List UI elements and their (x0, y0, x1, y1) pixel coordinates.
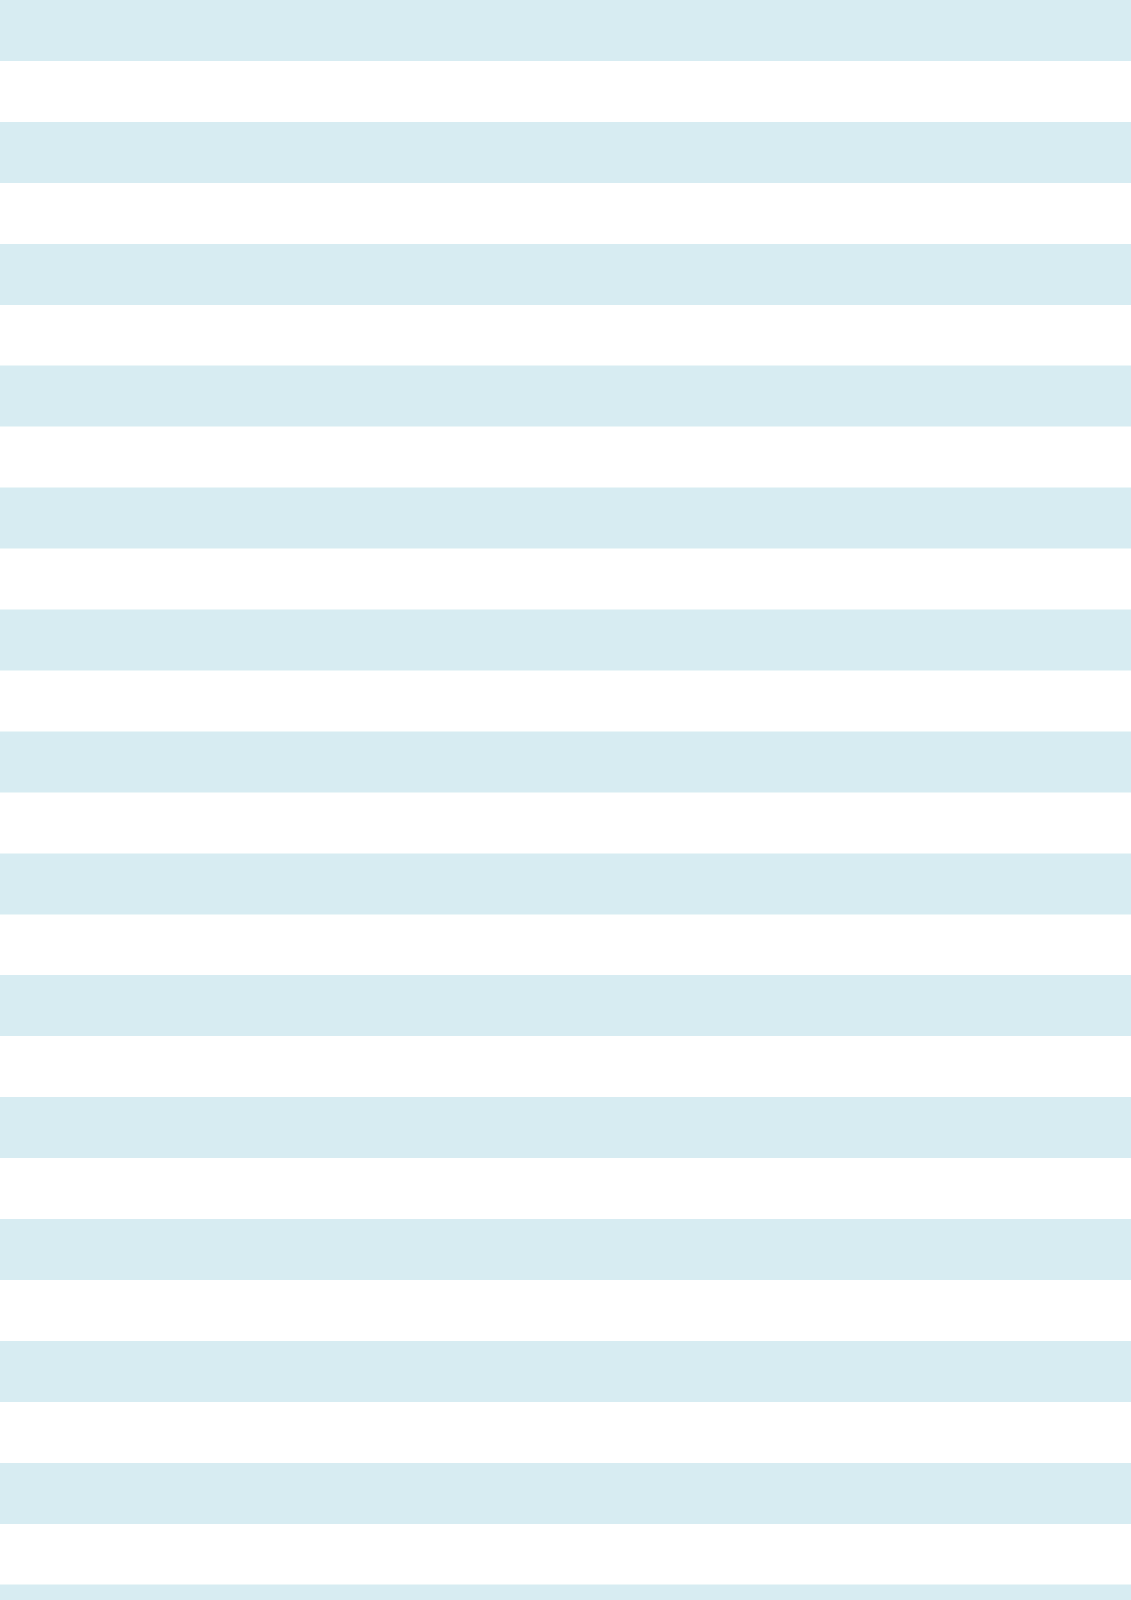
striped-background (0, 0, 1131, 1600)
